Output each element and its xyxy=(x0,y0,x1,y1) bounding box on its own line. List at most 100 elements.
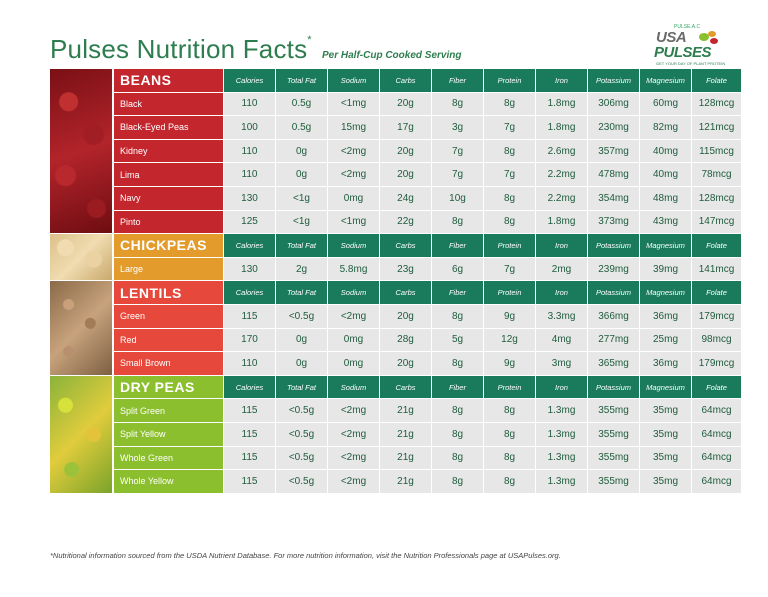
table-cell: 1.8mg xyxy=(536,92,588,117)
column-header: Sodium xyxy=(328,375,380,400)
table-cell: 2.2mg xyxy=(536,186,588,211)
table-cell: 100 xyxy=(224,116,276,140)
table-cell: 230mg xyxy=(588,116,640,140)
column-header: Folate xyxy=(692,234,742,258)
table-cell: 0g xyxy=(276,328,328,353)
footnote: *Nutritional information sourced from th… xyxy=(50,551,561,560)
table-cell: <1mg xyxy=(328,210,380,235)
table-cell: 7g xyxy=(484,257,536,282)
table-cell: 354mg xyxy=(588,186,640,211)
table-cell: 12g xyxy=(484,328,536,353)
table-cell: 1.3mg xyxy=(536,422,588,447)
column-header: Sodium xyxy=(328,69,380,93)
table-cell: <2mg xyxy=(328,446,380,471)
column-header: Calories xyxy=(224,234,276,258)
table-cell: 64mcg xyxy=(692,470,742,494)
column-header: Magnesium xyxy=(640,281,692,305)
column-header: Protein xyxy=(484,234,536,258)
table-cell: 121mcg xyxy=(692,116,742,140)
table-cell: 24g xyxy=(380,186,432,211)
table-cell: 115 xyxy=(224,399,276,423)
page-title: Pulses Nutrition Facts* Per Half-Cup Coo… xyxy=(50,34,461,65)
table-cell: 0g xyxy=(276,163,328,187)
column-header: Potassium xyxy=(588,281,640,305)
row-label: Red xyxy=(114,328,224,353)
table-cell: 115 xyxy=(224,446,276,471)
logo-small-text: PULSE.A.C xyxy=(674,24,701,30)
table-cell: 115 xyxy=(224,470,276,494)
table-cell: 9g xyxy=(484,352,536,376)
lentils-photo xyxy=(50,281,114,376)
row-label: Whole Green xyxy=(114,446,224,471)
column-header: Carbs xyxy=(380,234,432,258)
table-cell: <1mg xyxy=(328,92,380,117)
table-cell: 35mg xyxy=(640,470,692,494)
table-cell: 40mg xyxy=(640,139,692,164)
table-cell: <0.5g xyxy=(276,399,328,423)
group-header-row: DRY PEAS Calories Total Fat Sodium Carbs Fibe… xyxy=(50,375,742,494)
table-cell: 115mcg xyxy=(692,139,742,164)
table-cell: 0mg xyxy=(328,186,380,211)
column-header: Iron xyxy=(536,375,588,400)
column-header: Calories xyxy=(224,281,276,305)
table-cell: 7g xyxy=(484,116,536,140)
table-cell: <1g xyxy=(276,210,328,235)
table-cell: 21g xyxy=(380,446,432,471)
table-cell: 2mg xyxy=(536,257,588,282)
table-cell: 6g xyxy=(432,257,484,282)
row-label: Whole Yellow xyxy=(114,470,224,494)
group-header-row: LENTILS Calories Total Fat Sodium Carbs Fiber… xyxy=(50,281,742,376)
table-cell: 22g xyxy=(380,210,432,235)
usa-pulses-logo: PULSE.A.C USA PULSES GET YOUR DAY OF PLA… xyxy=(652,24,725,68)
column-header: Carbs xyxy=(380,281,432,305)
column-header: Potassium xyxy=(588,234,640,258)
row-label: Black xyxy=(114,92,224,117)
column-header: Total Fat xyxy=(276,375,328,400)
column-header: Total Fat xyxy=(276,69,328,93)
nutrition-table: BEANS Calories Total Fat Sodium Carbs Fiber Pr… xyxy=(50,69,742,494)
table-cell: 60mg xyxy=(640,92,692,117)
table-cell: 20g xyxy=(380,92,432,117)
column-header: Folate xyxy=(692,375,742,400)
table-cell: <2mg xyxy=(328,422,380,447)
table-cell: 7g xyxy=(432,139,484,164)
table-cell: 28g xyxy=(380,328,432,353)
table-row: Split Green 115 <0.5g <2mg 21g 8g 8g 1.3mg 355mg… xyxy=(50,399,742,423)
column-header: Protein xyxy=(484,375,536,400)
row-label: Kidney xyxy=(114,139,224,164)
table-cell: 8g xyxy=(484,139,536,164)
table-cell: 115 xyxy=(224,304,276,329)
column-header: Iron xyxy=(536,234,588,258)
table-cell: 0g xyxy=(276,352,328,376)
table-cell: 48mg xyxy=(640,186,692,211)
table-cell: <0.5g xyxy=(276,422,328,447)
title-subtitle: Per Half-Cup Cooked Serving xyxy=(322,50,462,61)
table-row: Lima 110 0g <2mg 20g 7g 7g 2.2mg 478mg 40mg 78mcg xyxy=(50,163,742,187)
table-cell: 21g xyxy=(380,399,432,423)
column-header: Calories xyxy=(224,375,276,400)
table-row: Black 110 0.5g <1mg 20g 8g 8g 1.8mg 306mg 60mg 128… xyxy=(50,92,742,117)
table-cell: 2.6mg xyxy=(536,139,588,164)
column-header: Protein xyxy=(484,69,536,93)
table-cell: 64mcg xyxy=(692,422,742,447)
table-cell: 64mcg xyxy=(692,399,742,423)
column-header: Iron xyxy=(536,281,588,305)
table-cell: 17g xyxy=(380,116,432,140)
table-cell: 130 xyxy=(224,257,276,282)
column-header: Total Fat xyxy=(276,234,328,258)
table-cell: 1.3mg xyxy=(536,446,588,471)
dry-peas-photo xyxy=(50,375,114,494)
table-cell: 8g xyxy=(484,422,536,447)
table-cell: 8g xyxy=(484,92,536,117)
table-row: Whole Green 115 <0.5g <2mg 21g 8g 8g 1.3mg 355mg… xyxy=(50,446,742,471)
table-cell: 8g xyxy=(484,186,536,211)
table-cell: 64mcg xyxy=(692,446,742,471)
table-cell: 110 xyxy=(224,139,276,164)
column-header: Total Fat xyxy=(276,281,328,305)
table-cell: 39mg xyxy=(640,257,692,282)
table-cell: 179mcg xyxy=(692,304,742,329)
table-cell: 125 xyxy=(224,210,276,235)
table-cell: 3g xyxy=(432,116,484,140)
table-cell: 1.8mg xyxy=(536,116,588,140)
logo-pulses: PULSES xyxy=(654,44,712,61)
